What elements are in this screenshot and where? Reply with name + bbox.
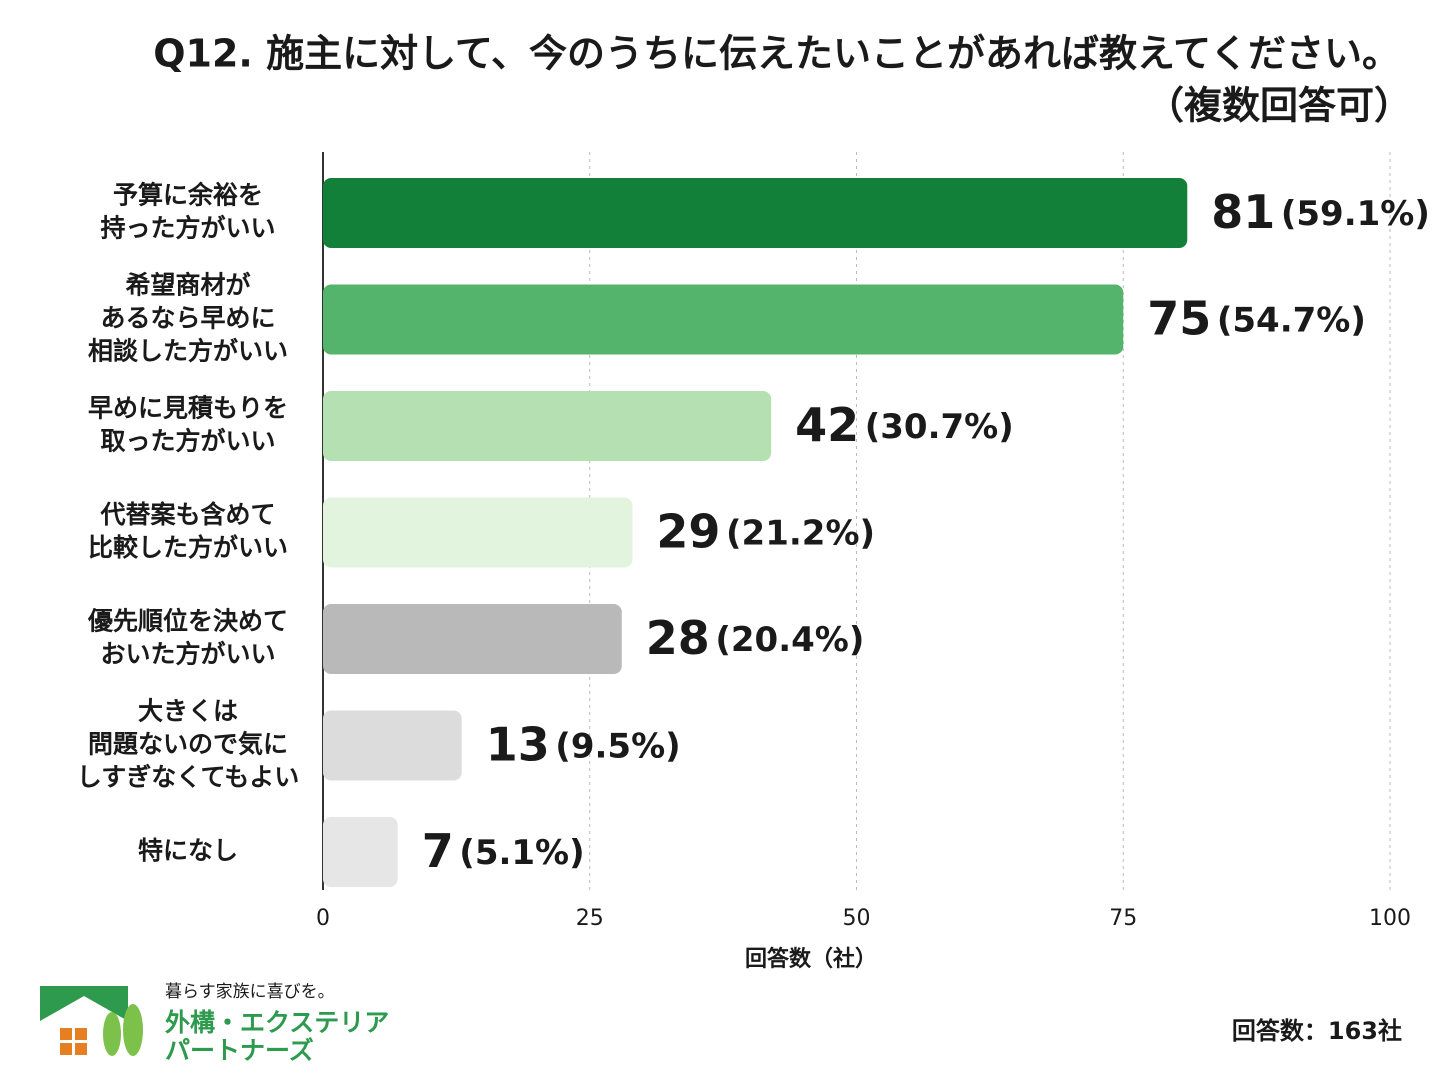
category-label: 大きくは問題ないので気にしすぎなくてもよい bbox=[77, 697, 300, 792]
value-label: 7 (5.1%) bbox=[422, 824, 585, 878]
chart-title: Q12. 施主に対して、今のうちに伝えたいことがあれば教えてください。 bbox=[153, 32, 1400, 76]
logo: 暮らす家族に喜びを。 外構・エクステリア パートナーズ bbox=[40, 982, 389, 1065]
category-label: 希望商材があるなら早めに相談した方がいい bbox=[88, 271, 288, 366]
logo-tree bbox=[123, 1004, 143, 1056]
value-label: 28 (20.4%) bbox=[646, 611, 865, 665]
x-tick-label: 25 bbox=[576, 906, 604, 931]
value-label: 13 (9.5%) bbox=[486, 717, 681, 771]
value-percent: (20.4%) bbox=[715, 620, 864, 660]
logo-window bbox=[75, 1028, 87, 1040]
value-number: 42 bbox=[795, 398, 859, 452]
category-label: 優先順位を決めておいた方がいい bbox=[87, 607, 288, 669]
logo-window bbox=[60, 1028, 72, 1040]
value-percent: (21.2%) bbox=[726, 513, 875, 553]
value-percent: (5.1%) bbox=[459, 833, 584, 873]
category-label: 予算に余裕を持った方がいい bbox=[100, 181, 275, 243]
x-tick-label: 50 bbox=[843, 906, 871, 931]
logo-window bbox=[75, 1043, 87, 1055]
value-number: 81 bbox=[1211, 185, 1275, 239]
category-label: 代替案も含めて比較した方がいい bbox=[88, 500, 288, 562]
bar bbox=[323, 284, 1124, 355]
value-label: 81 (59.1%) bbox=[1211, 185, 1430, 239]
x-tick-label: 100 bbox=[1369, 906, 1411, 931]
category-label: 早めに見積もりを取った方がいい bbox=[88, 394, 288, 456]
value-label: 29 (21.2%) bbox=[656, 504, 875, 558]
logo-name: パートナーズ bbox=[165, 1036, 314, 1065]
value-percent: (59.1%) bbox=[1281, 194, 1430, 234]
value-label: 75 (54.7%) bbox=[1147, 291, 1366, 345]
x-tick-label: 0 bbox=[316, 906, 330, 931]
value-number: 29 bbox=[656, 504, 720, 558]
x-tick-label: 75 bbox=[1109, 906, 1137, 931]
value-percent: (54.7%) bbox=[1217, 300, 1366, 340]
bar bbox=[323, 391, 772, 461]
value-number: 75 bbox=[1147, 291, 1211, 345]
value-label: 42 (30.7%) bbox=[795, 398, 1014, 452]
logo-tree bbox=[103, 1012, 121, 1056]
logo-tagline: 暮らす家族に喜びを。 bbox=[165, 982, 335, 1002]
logo-name: 外構・エクステリア bbox=[165, 1008, 389, 1037]
x-axis-label: 回答数（社） bbox=[745, 946, 877, 972]
value-number: 28 bbox=[646, 611, 710, 665]
logo-roof-cut bbox=[40, 996, 128, 1021]
bar bbox=[323, 604, 622, 674]
chart-subtitle: （複数回答可） bbox=[1146, 84, 1412, 128]
bar bbox=[323, 817, 398, 887]
bar bbox=[323, 710, 462, 781]
value-percent: (30.7%) bbox=[865, 407, 1014, 447]
logo-window bbox=[60, 1043, 72, 1055]
value-percent: (9.5%) bbox=[555, 726, 680, 766]
value-number: 13 bbox=[486, 717, 550, 771]
value-number: 7 bbox=[422, 824, 454, 878]
bar bbox=[323, 178, 1188, 248]
respondent-note: 回答数：163社 bbox=[1232, 1017, 1402, 1045]
bar bbox=[323, 497, 633, 568]
category-label: 特になし bbox=[138, 836, 238, 865]
